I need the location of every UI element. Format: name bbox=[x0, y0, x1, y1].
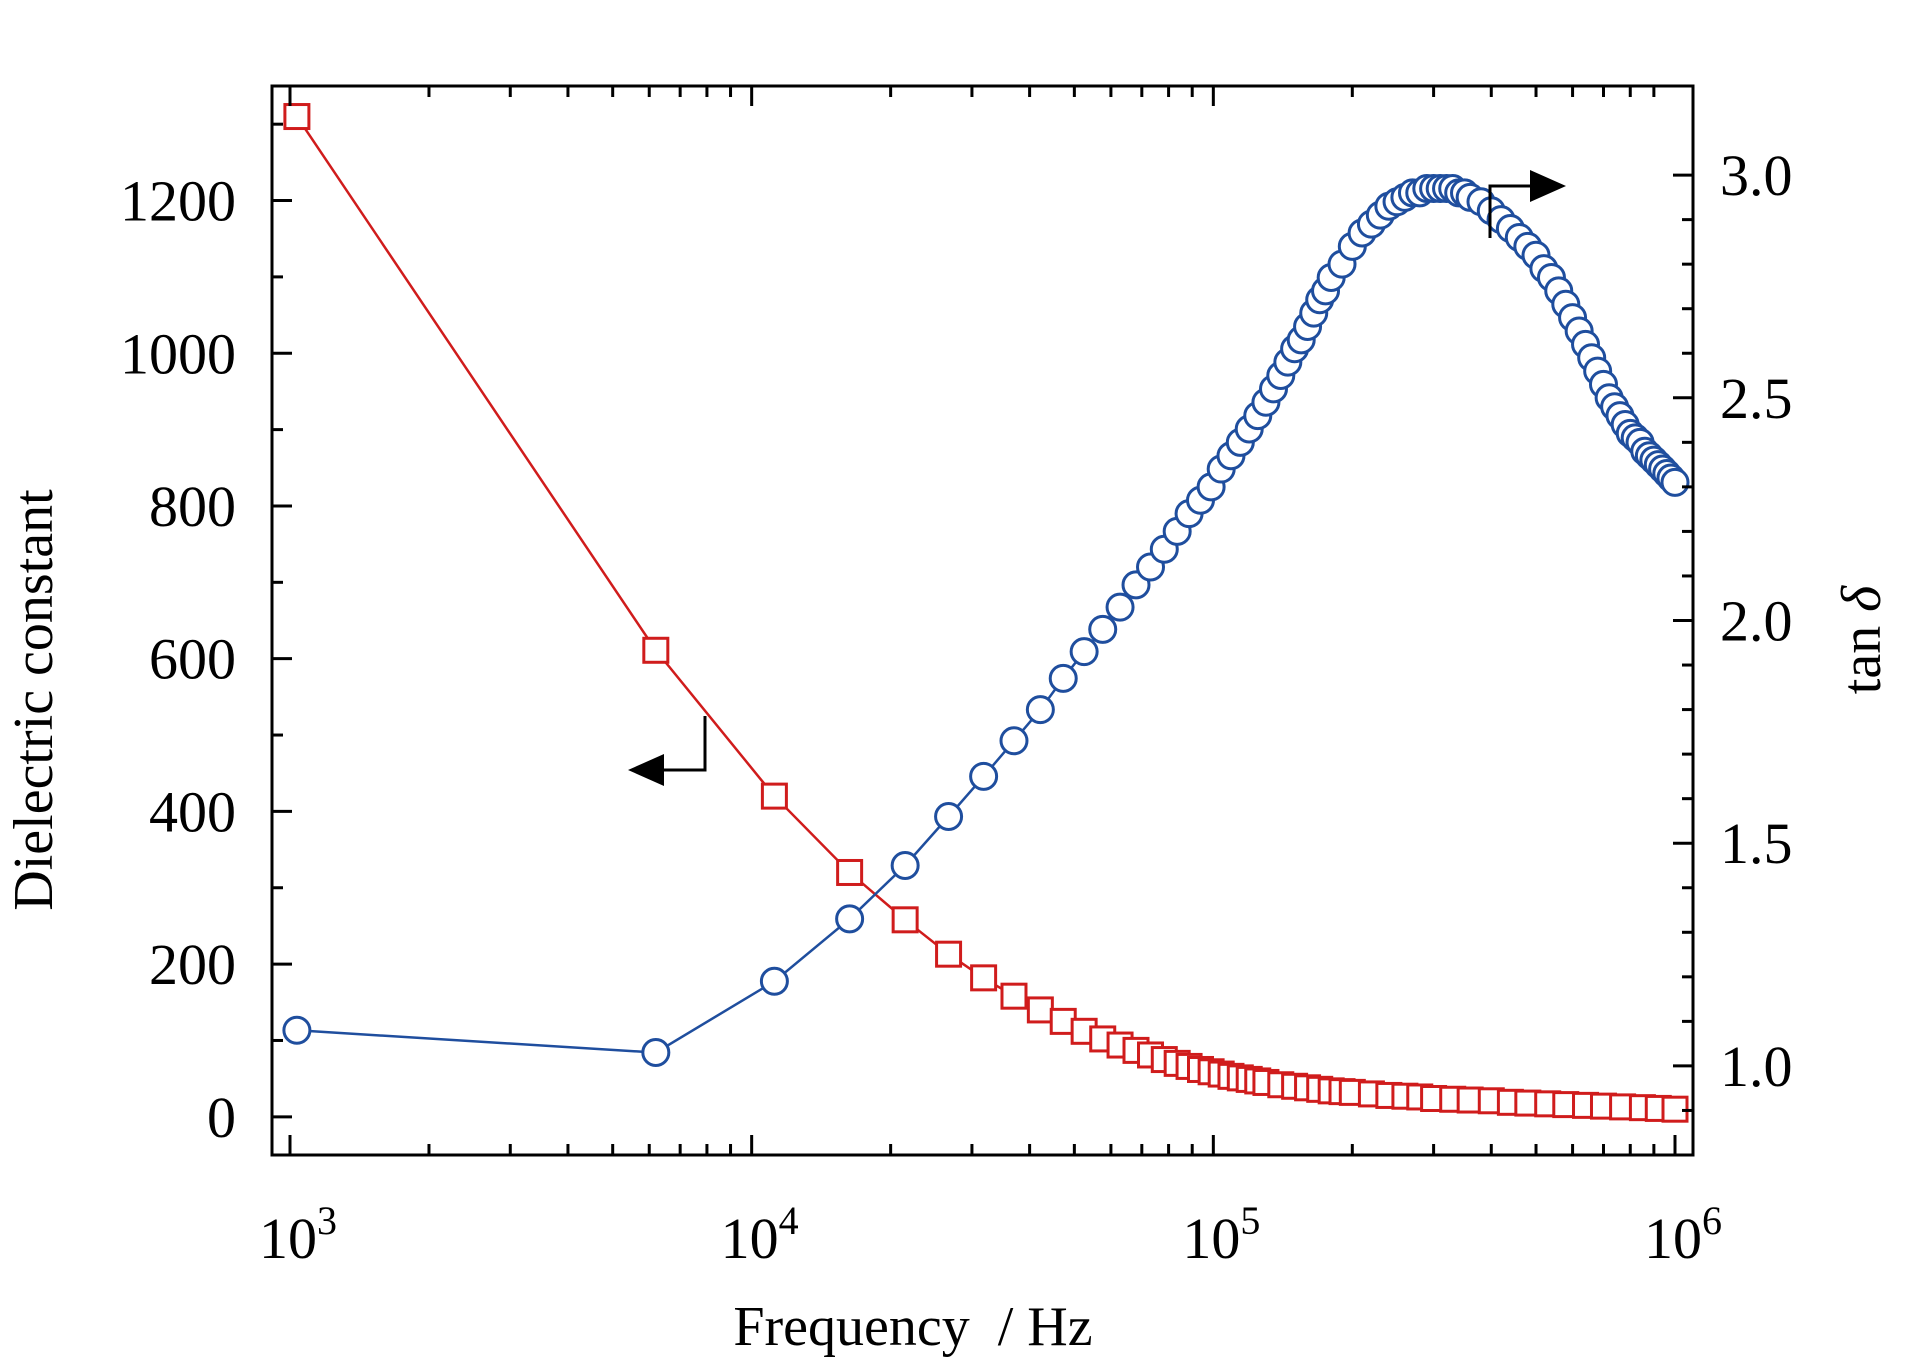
right-tick-label: 2.5 bbox=[1720, 366, 1793, 431]
tan-delta-point bbox=[1048, 663, 1078, 693]
x-tick-label-exponent: 5 bbox=[1240, 1198, 1260, 1243]
plot-marks bbox=[282, 103, 1690, 1123]
right-y-axis-label-symbol: δ bbox=[1831, 585, 1893, 612]
x-axis-label: Frequency / Hz bbox=[733, 1296, 1092, 1358]
dielectric-constant-point bbox=[970, 964, 998, 992]
left-axis-arrow bbox=[628, 716, 707, 786]
dielectric-constant-point bbox=[760, 782, 788, 810]
x-tick-label: 106 bbox=[1644, 1198, 1722, 1271]
right-tick-label: 1.5 bbox=[1720, 811, 1793, 876]
x-tick-label-base: 10 bbox=[1644, 1206, 1702, 1271]
left-tick-label: 200 bbox=[149, 932, 236, 997]
right-tick-label: 3.0 bbox=[1720, 143, 1793, 208]
x-tick-label: 105 bbox=[1182, 1198, 1260, 1271]
right-tick-label: 1.0 bbox=[1720, 1034, 1793, 1099]
tan-delta-point bbox=[641, 1038, 671, 1068]
left-tick-label: 1200 bbox=[120, 169, 236, 234]
tan-delta-point bbox=[1660, 467, 1690, 497]
tan-delta-point bbox=[1088, 614, 1118, 644]
tan-delta-point bbox=[282, 1015, 312, 1045]
dielectric-constant-point bbox=[935, 940, 963, 968]
left-tick-label: 1000 bbox=[120, 321, 236, 386]
right-y-axis-label-text: tan bbox=[1831, 612, 1893, 694]
left-tick-label: 0 bbox=[207, 1085, 236, 1150]
tan-delta-point bbox=[1069, 637, 1099, 667]
dielectric-constant-point bbox=[836, 858, 864, 886]
x-tick-label-base: 10 bbox=[721, 1206, 779, 1271]
plot-frame bbox=[270, 84, 1695, 1157]
right-tick-label: 2.0 bbox=[1720, 589, 1793, 654]
tan-delta-point bbox=[890, 850, 920, 880]
dielectric-constant-point bbox=[642, 636, 670, 664]
x-tick-label: 104 bbox=[721, 1198, 799, 1271]
x-axis-ticks: 103 104 105 106 bbox=[259, 86, 1722, 1271]
left-y-axis-label: Dielectric constant bbox=[3, 489, 65, 911]
tan-delta-point bbox=[969, 761, 999, 791]
tan-delta-point bbox=[835, 904, 865, 934]
tan-delta-point bbox=[999, 726, 1029, 756]
dielectric-constant-line bbox=[295, 115, 1676, 1111]
tan-delta-point bbox=[759, 966, 789, 996]
tan-delta-point bbox=[1105, 592, 1135, 622]
left-tick-label: 400 bbox=[149, 779, 236, 844]
dielectric-constant-point bbox=[1026, 996, 1054, 1024]
left-tick-label: 800 bbox=[149, 474, 236, 539]
tan-delta-point bbox=[934, 801, 964, 831]
x-tick-label-exponent: 4 bbox=[779, 1198, 799, 1243]
dielectric-constant-point bbox=[1000, 982, 1028, 1010]
left-axis-ticks: 0 200 400 600 800 1000 1200 bbox=[120, 122, 292, 1150]
right-axis-arrow bbox=[1488, 170, 1566, 238]
right-y-axis-label: tan δ bbox=[1831, 585, 1893, 694]
x-tick-label-base: 10 bbox=[259, 1206, 317, 1271]
left-tick-label: 600 bbox=[149, 627, 236, 692]
right-axis-ticks: 1.0 1.5 2.0 2.5 3.0 bbox=[1673, 143, 1793, 1157]
x-tick-label-exponent: 3 bbox=[317, 1198, 337, 1243]
tan-delta-point bbox=[1025, 695, 1055, 725]
x-tick-label-base: 10 bbox=[1182, 1206, 1240, 1271]
x-tick-label-exponent: 6 bbox=[1702, 1198, 1722, 1243]
tan-delta-line bbox=[296, 187, 1676, 1054]
x-tick-label: 103 bbox=[259, 1198, 337, 1271]
dielectric-constant-point bbox=[891, 906, 919, 934]
dielectric-constant-point bbox=[283, 103, 311, 131]
